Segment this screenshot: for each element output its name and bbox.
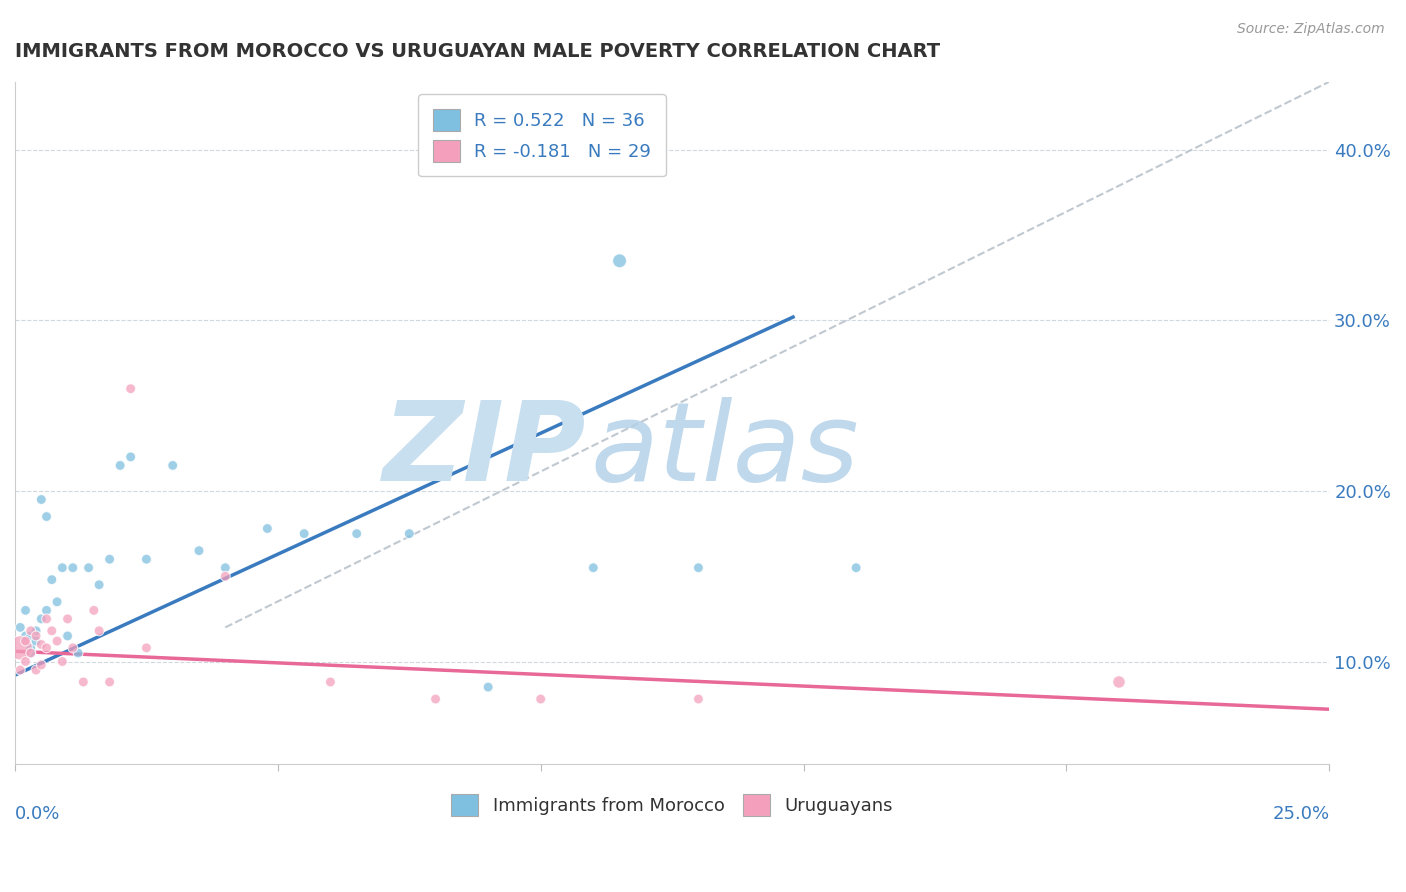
- Point: [35, 603, 58, 617]
- Point: [1108, 675, 1130, 690]
- Point: [398, 526, 420, 541]
- Point: [25, 624, 48, 638]
- Point: [120, 382, 142, 396]
- Point: [98, 552, 121, 566]
- Point: [41, 573, 63, 587]
- Text: Source: ZipAtlas.com: Source: ZipAtlas.com: [1237, 22, 1385, 37]
- Point: [25, 629, 48, 643]
- Point: [30, 492, 52, 507]
- Point: [62, 640, 84, 655]
- Point: [25, 663, 48, 677]
- Text: 0.0%: 0.0%: [15, 805, 60, 822]
- Point: [35, 612, 58, 626]
- Point: [14, 603, 37, 617]
- Point: [162, 458, 184, 473]
- Point: [688, 692, 710, 706]
- Point: [425, 692, 447, 706]
- Point: [14, 634, 37, 648]
- Point: [135, 640, 157, 655]
- Point: [346, 526, 368, 541]
- Point: [51, 655, 73, 669]
- Point: [477, 680, 499, 694]
- Point: [845, 560, 868, 574]
- Point: [609, 253, 631, 268]
- Point: [8, 620, 31, 634]
- Point: [35, 509, 58, 524]
- Point: [62, 560, 84, 574]
- Point: [8, 663, 31, 677]
- Text: ZIP: ZIP: [384, 397, 586, 504]
- Text: atlas: atlas: [591, 397, 859, 504]
- Point: [20, 646, 42, 660]
- Text: 25.0%: 25.0%: [1272, 805, 1329, 822]
- Point: [135, 552, 157, 566]
- Point: [67, 646, 90, 660]
- Point: [56, 629, 79, 643]
- Text: IMMIGRANTS FROM MOROCCO VS URUGUAYAN MALE POVERTY CORRELATION CHART: IMMIGRANTS FROM MOROCCO VS URUGUAYAN MAL…: [15, 42, 941, 61]
- Point: [30, 657, 52, 672]
- Point: [30, 637, 52, 651]
- Point: [292, 526, 315, 541]
- Point: [98, 675, 121, 690]
- Point: [214, 569, 236, 583]
- Point: [188, 543, 211, 558]
- Point: [20, 624, 42, 638]
- Point: [530, 692, 553, 706]
- Point: [214, 560, 236, 574]
- Point: [46, 634, 69, 648]
- Point: [8, 640, 31, 655]
- Point: [14, 629, 37, 643]
- Point: [35, 640, 58, 655]
- Point: [46, 595, 69, 609]
- Point: [87, 578, 110, 592]
- Point: [20, 629, 42, 643]
- Point: [120, 450, 142, 464]
- Point: [72, 675, 94, 690]
- Point: [56, 612, 79, 626]
- Point: [688, 560, 710, 574]
- Point: [83, 603, 105, 617]
- Point: [14, 655, 37, 669]
- Point: [20, 640, 42, 655]
- Point: [51, 560, 73, 574]
- Point: [41, 624, 63, 638]
- Point: [582, 560, 605, 574]
- Point: [319, 675, 342, 690]
- Point: [20, 646, 42, 660]
- Point: [108, 458, 131, 473]
- Point: [30, 612, 52, 626]
- Point: [87, 624, 110, 638]
- Legend: Immigrants from Morocco, Uruguayans: Immigrants from Morocco, Uruguayans: [444, 787, 900, 823]
- Point: [25, 634, 48, 648]
- Point: [256, 522, 278, 536]
- Point: [77, 560, 100, 574]
